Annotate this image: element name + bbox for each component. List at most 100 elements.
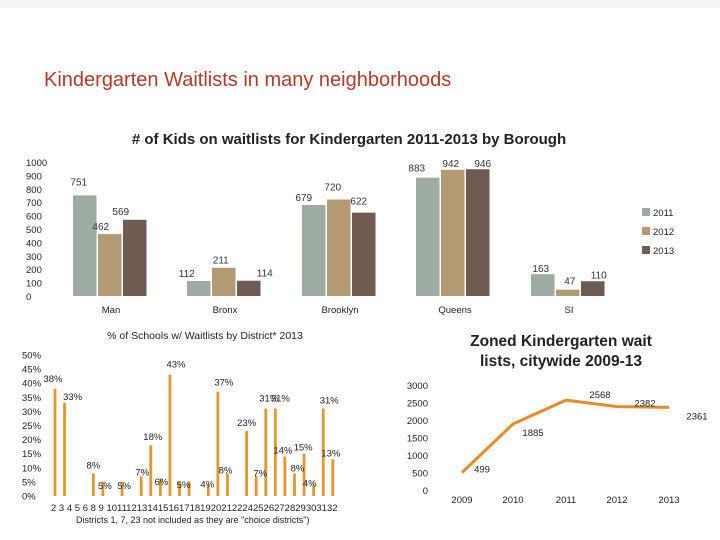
chart1-bar-queens-2011 bbox=[416, 177, 440, 296]
chart1-legend-label: 2011 bbox=[653, 208, 673, 219]
chart3-x-tick: 2010 bbox=[502, 495, 523, 506]
chart1-bar-queens-2013 bbox=[466, 169, 490, 296]
chart2-bar-district-31 bbox=[312, 484, 316, 496]
chart1-y-tick: 900 bbox=[26, 171, 42, 182]
chart2-bar-district-27 bbox=[273, 408, 277, 496]
chart1-data-label: 569 bbox=[112, 207, 129, 218]
chart1-category-label: Man bbox=[102, 305, 120, 316]
chart2-footnote: Districts 1, 7, 23 not included as they … bbox=[76, 515, 310, 525]
chart2-data-label: 31% bbox=[259, 394, 279, 405]
chart1-bars bbox=[73, 169, 605, 296]
chart2-data-label: 43% bbox=[166, 360, 186, 371]
chart1-y-tick: 800 bbox=[26, 185, 42, 196]
chart3-y-tick: 1000 bbox=[407, 451, 428, 462]
chart1-bar-man-2012 bbox=[98, 234, 122, 296]
chart2-data-label: 8% bbox=[219, 465, 233, 476]
chart2-bar-district-32 bbox=[331, 459, 335, 496]
chart1-bar-bronx-2011 bbox=[187, 280, 211, 296]
chart2-bar-district-12 bbox=[139, 476, 143, 496]
slide-top-band bbox=[0, 0, 720, 8]
chart2-y-tick: 35% bbox=[22, 393, 42, 404]
chart2-data-label: 33% bbox=[63, 392, 83, 403]
chart2-y-tick: 15% bbox=[22, 449, 42, 460]
chart2-data-label: 5% bbox=[117, 481, 131, 492]
chart1-data-label: 720 bbox=[324, 183, 341, 194]
chart2-bars bbox=[53, 374, 335, 496]
chart2-y-tick: 25% bbox=[22, 421, 42, 432]
citywide-trend-chart: Zoned Kindergarten wait lists, citywide … bbox=[407, 333, 708, 506]
chart1-y-tick: 200 bbox=[26, 265, 42, 276]
chart1-title: # of Kids on waitlists for Kindergarten … bbox=[132, 131, 566, 148]
chart2-data-label: 13% bbox=[321, 448, 341, 459]
chart2-bar-district-13 bbox=[149, 445, 153, 496]
chart1-bar-man-2013 bbox=[123, 219, 147, 296]
chart2-y-ticks: 0% 5% 10% 15% 20% 25% 30% 35% 40% 45% 50% bbox=[22, 351, 42, 503]
chart2-y-tick: 20% bbox=[22, 435, 42, 446]
chart2-data-label: 7% bbox=[135, 467, 149, 478]
chart2-bar-district-25 bbox=[254, 476, 258, 496]
chart1-data-label: 942 bbox=[442, 159, 459, 170]
chart2-bar-district-21 bbox=[226, 473, 229, 496]
chart1-y-tick: 100 bbox=[26, 279, 42, 290]
district-percent-chart: % of Schools w/ Waitlists by District* 2… bbox=[22, 330, 341, 525]
chart1-y-tick: 400 bbox=[26, 238, 42, 249]
chart1-data-label: 946 bbox=[474, 159, 491, 170]
chart3-series bbox=[460, 398, 670, 474]
chart3-x-tick: 2013 bbox=[658, 495, 679, 506]
chart1-y-tick: 600 bbox=[26, 212, 42, 223]
chart2-bar-district-19 bbox=[206, 484, 210, 496]
chart3-y-tick: 3000 bbox=[407, 381, 428, 392]
chart2-y-tick: 45% bbox=[22, 365, 42, 376]
chart1-data-label: 679 bbox=[295, 193, 312, 204]
chart2-y-tick: 10% bbox=[22, 463, 42, 474]
chart2-bar-district-17 bbox=[187, 481, 191, 496]
chart1-data-label: 114 bbox=[257, 269, 273, 280]
chart3-x-ticks: 2009 2010 2011 2012 2013 bbox=[451, 495, 679, 506]
chart1-data-label: 110 bbox=[591, 270, 607, 281]
chart1-bar-si-2012 bbox=[556, 289, 580, 296]
chart2-bar-district-20 bbox=[216, 391, 220, 496]
chart2-bar-district-3 bbox=[63, 402, 66, 496]
chart2-bar-district-28 bbox=[283, 456, 287, 496]
chart2-data-labels: 38%33%8%5% 5%7%18%6%43%5% 4%37%8%23%7%31%3… bbox=[43, 360, 340, 492]
chart1-y-tick: 300 bbox=[26, 252, 42, 263]
chart2-bar-district-8 bbox=[101, 481, 105, 496]
chart2-y-tick: 5% bbox=[22, 477, 36, 488]
chart2-data-label: 5% bbox=[177, 480, 191, 491]
chart1-category-label: Bronx bbox=[213, 305, 238, 316]
chart2-bar-district-15 bbox=[168, 374, 172, 496]
chart2-bar-district-29 bbox=[293, 473, 296, 496]
chart1-legend-swatch bbox=[642, 227, 650, 235]
chart2-data-label: 15% bbox=[294, 443, 314, 454]
chart1-legend-swatch bbox=[642, 246, 650, 254]
chart1-data-label: 883 bbox=[408, 164, 425, 175]
chart2-y-tick: 0% bbox=[22, 492, 36, 503]
chart1-data-label: 163 bbox=[532, 264, 549, 275]
chart3-data-label: 2568 bbox=[589, 390, 610, 401]
chart2-data-label: 31% bbox=[271, 394, 291, 405]
chart1-bar-brooklyn-2013 bbox=[352, 212, 376, 296]
chart3-x-tick: 2009 bbox=[451, 495, 472, 506]
chart1-data-label: 622 bbox=[350, 197, 367, 208]
slide-title: Kindergarten Waitlists in many neighborh… bbox=[44, 69, 452, 91]
chart2-data-label: 14% bbox=[273, 446, 293, 457]
chart1-data-label: 211 bbox=[213, 256, 229, 267]
chart1-legend-label: 2012 bbox=[653, 227, 674, 238]
chart1-data-label: 112 bbox=[179, 269, 195, 280]
chart1-legend-label: 2013 bbox=[653, 246, 674, 257]
chart3-data-label: 1885 bbox=[522, 428, 543, 439]
chart1-bar-si-2011 bbox=[531, 274, 555, 296]
chart2-bar-district-16 bbox=[178, 481, 181, 496]
chart2-data-label: 23% bbox=[237, 418, 257, 429]
chart1-data-label: 47 bbox=[564, 277, 576, 288]
chart2-title: % of Schools w/ Waitlists by District* 2… bbox=[107, 330, 303, 342]
chart3-data-label: 2361 bbox=[686, 411, 707, 422]
chart2-bar-district-24 bbox=[245, 431, 248, 496]
chart3-y-tick: 2000 bbox=[407, 416, 428, 427]
chart2-bar-district-30 bbox=[302, 453, 306, 496]
chart2-data-label: 6% bbox=[155, 477, 169, 488]
chart1-y-tick: 1000 bbox=[26, 158, 47, 169]
chart2-y-tick: 40% bbox=[22, 379, 42, 390]
chart2-data-label: 7% bbox=[253, 468, 267, 479]
